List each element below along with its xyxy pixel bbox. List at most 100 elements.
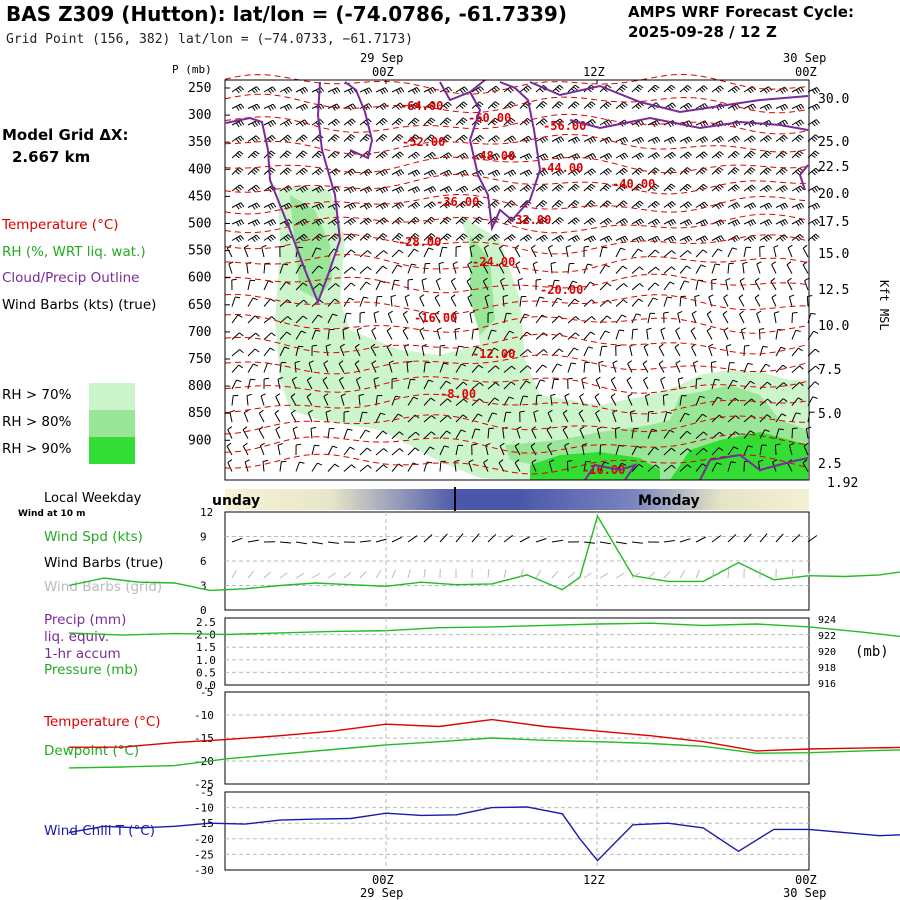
wind-barb-flag xyxy=(478,364,484,369)
wind-barb-flag xyxy=(456,245,462,248)
wind-barb-flag xyxy=(574,137,578,143)
wind-barb xyxy=(564,445,569,456)
wind-barb-flag xyxy=(380,280,386,284)
wind-barb-flag xyxy=(395,154,400,159)
wind-barb xyxy=(723,330,729,340)
wind-barb-flag xyxy=(619,171,624,176)
wind-barb-flag xyxy=(528,169,533,175)
wind-barb xyxy=(295,218,305,225)
wind-barb xyxy=(615,462,623,472)
wind-barb-flag xyxy=(784,185,789,190)
wind-barb-flag xyxy=(781,235,786,241)
wind-barb-flag xyxy=(448,169,453,175)
wind-barb-flag xyxy=(319,299,324,304)
wind-barb-flag xyxy=(716,462,722,465)
wind-barb-flag xyxy=(544,169,549,174)
wind-barb-flag xyxy=(595,409,600,414)
wind-barb-flag xyxy=(717,248,723,252)
wind-barb xyxy=(295,134,304,142)
isotherm-line xyxy=(224,133,810,155)
wind-barb-flag xyxy=(720,235,725,240)
wind-barb-flag xyxy=(638,183,644,188)
wind-barb-flag xyxy=(279,245,285,248)
wind-barb-flag xyxy=(703,151,708,156)
height-tick-label: 12.5 xyxy=(818,283,849,298)
wind-barb-flag xyxy=(496,153,501,158)
wind-barb xyxy=(647,266,657,274)
wind-barb xyxy=(631,200,640,208)
wind-barb xyxy=(487,101,496,109)
wind-barb-flag xyxy=(587,104,592,109)
wind-barb-flag xyxy=(798,150,804,155)
precip-tick-label: 0.0 xyxy=(196,679,216,692)
wind-barb xyxy=(327,103,338,109)
wind-barb xyxy=(710,362,713,373)
wind-barb-flag xyxy=(653,153,658,159)
wind-barb-flag xyxy=(237,87,242,92)
forecast-cycle-title: AMPS WRF Forecast Cycle: xyxy=(628,3,854,21)
wind-barb xyxy=(359,296,364,307)
wind-barb-flag xyxy=(750,167,756,171)
wind-barb xyxy=(455,86,465,93)
wind-barb-flag xyxy=(400,87,405,93)
wind-barb xyxy=(386,330,393,340)
wind-barb-flag xyxy=(651,105,656,110)
wind-barb-flag xyxy=(699,221,704,227)
wind-barb-flag xyxy=(400,186,405,192)
wind-barb-flag xyxy=(395,89,400,95)
wind-barb-flag xyxy=(811,205,816,210)
legend-wind-barbs: Wind Barbs (kts) (true) xyxy=(2,297,157,313)
wind-barb xyxy=(294,362,297,373)
wind-barb-flag xyxy=(347,205,352,210)
wind-barb xyxy=(325,346,329,357)
wind-barb xyxy=(519,200,528,208)
wind-barb-flag xyxy=(358,393,365,396)
cloud-outline xyxy=(225,81,342,305)
wind-barb-flag xyxy=(347,171,352,176)
wind-barb-flag xyxy=(475,172,480,177)
wind-barb-flag xyxy=(816,103,821,109)
wind-barb-flag xyxy=(411,220,416,225)
wind-barb xyxy=(391,102,401,109)
wind-barb xyxy=(359,186,370,192)
wind-barb-flag xyxy=(558,199,564,204)
wind-barb-flag xyxy=(464,170,469,175)
wind-barb-flag xyxy=(550,261,557,264)
wind-barb xyxy=(535,136,545,142)
wind-barb-flag xyxy=(462,216,468,221)
wind-barb-flag xyxy=(719,151,724,156)
wind-barb xyxy=(247,297,254,307)
wind-barb-flag xyxy=(338,360,344,365)
wind-barb xyxy=(375,464,384,472)
wind-barb xyxy=(375,412,381,423)
wind-barb-flag xyxy=(363,188,368,194)
wind-barb xyxy=(775,329,779,340)
wind-barb xyxy=(535,169,545,175)
wind-barb-flag xyxy=(795,106,800,111)
wind-barb-flag xyxy=(252,152,258,157)
isotherm-line xyxy=(224,213,810,234)
wind-barb-flag xyxy=(479,382,484,387)
wind-barb xyxy=(519,349,528,357)
wind-barb xyxy=(711,248,719,258)
wind-barb-flag xyxy=(416,201,421,207)
surface-wind-barb xyxy=(279,541,292,544)
wind-barb-flag xyxy=(475,138,480,143)
wind-barb-flag xyxy=(271,234,276,239)
wind-barb xyxy=(436,329,441,340)
grid-wind-barb xyxy=(231,569,237,579)
wind-barb xyxy=(807,202,818,208)
wind-barb-flag xyxy=(304,203,309,208)
wind-barb-flag xyxy=(765,87,770,93)
wind-barb xyxy=(807,381,816,390)
wind-barb xyxy=(423,362,426,373)
wind-barb xyxy=(423,86,434,93)
wind-barb-flag xyxy=(398,232,404,237)
wind-barb xyxy=(231,219,242,225)
wind-barb-flag xyxy=(514,442,520,447)
wind-barb xyxy=(727,235,737,241)
wind-barb-flag xyxy=(603,171,608,176)
wind-barb-flag xyxy=(750,105,754,110)
wind-barb-flag xyxy=(397,153,402,158)
wind-barb-flag xyxy=(299,89,304,95)
